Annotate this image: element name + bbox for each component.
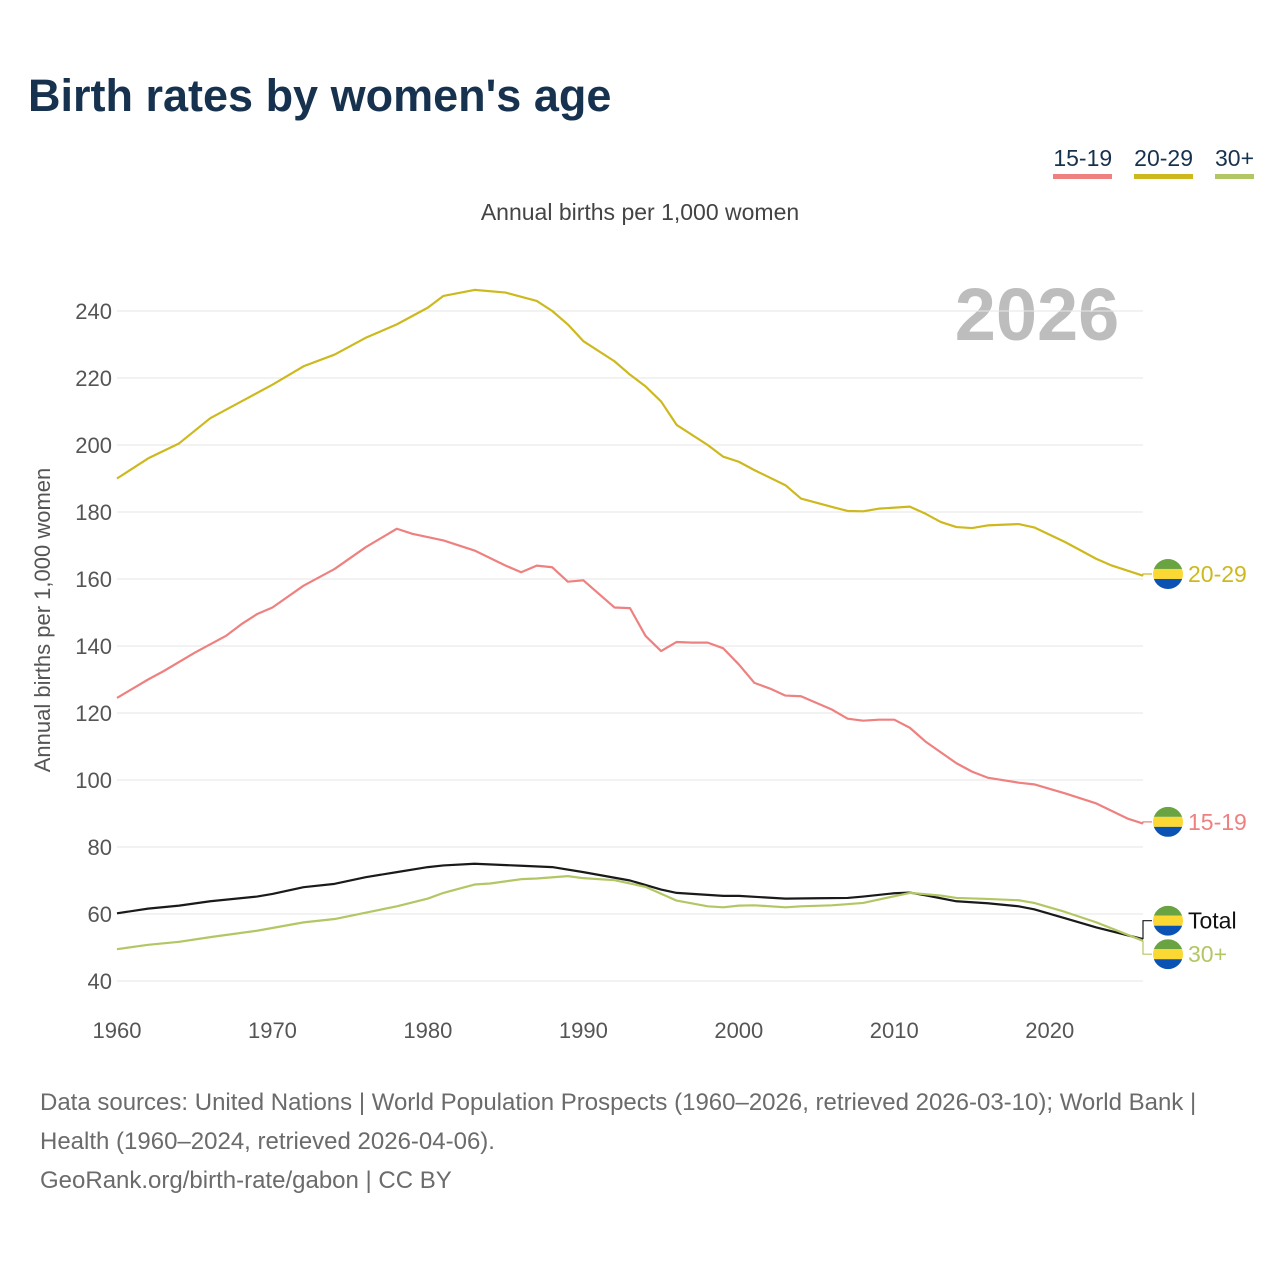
label-connector <box>1142 920 1152 940</box>
x-tick-label: 1980 <box>403 1018 452 1043</box>
y-tick-label: 80 <box>88 835 112 860</box>
y-tick-label: 240 <box>75 299 112 324</box>
label-connector <box>1142 573 1152 576</box>
series-line-Total[interactable] <box>116 862 1144 941</box>
end-label-15-19: 15-19 <box>1188 809 1247 835</box>
x-tick-label: 2020 <box>1025 1018 1074 1043</box>
end-label-20-29: 20-29 <box>1188 561 1247 587</box>
y-tick-label: 220 <box>75 366 112 391</box>
legend-item-20-29[interactable]: 20-29 <box>1134 145 1193 179</box>
legend-item-30plus[interactable]: 30+ <box>1214 145 1254 179</box>
gabon-flag-icon <box>1153 939 1183 970</box>
y-tick-label: 60 <box>88 902 112 927</box>
gabon-flag-icon <box>1153 806 1183 837</box>
data-sources: Data sources: United Nations | World Pop… <box>40 1089 1197 1155</box>
end-label-30+: 30+ <box>1188 941 1227 967</box>
series-line-30+[interactable] <box>116 875 1144 951</box>
x-tick-label: 1960 <box>93 1018 142 1043</box>
y-tick-label: 200 <box>75 433 112 458</box>
label-connector <box>1142 821 1152 824</box>
x-tick-label: 1990 <box>559 1018 608 1043</box>
chart-subtitle: Annual births per 1,000 women <box>481 199 799 225</box>
y-tick-label: 160 <box>75 567 112 592</box>
y-tick-label: 180 <box>75 500 112 525</box>
label-connector <box>1142 940 1152 955</box>
x-tick-label: 2000 <box>714 1018 763 1043</box>
y-tick-label: 140 <box>75 634 112 659</box>
legend: 15-19 20-29 30+ <box>1053 145 1254 179</box>
chart-title: Birth rates by women's age <box>28 70 612 121</box>
y-axis-label: Annual births per 1,000 women <box>30 468 55 773</box>
credit-link[interactable]: GeoRank.org/birth-rate/gabon | CC BY <box>40 1167 452 1194</box>
x-tick-label: 2010 <box>870 1018 919 1043</box>
gabon-flag-icon <box>1153 905 1183 936</box>
legend-item-15-19[interactable]: 15-19 <box>1053 145 1113 179</box>
series-line-15-19[interactable] <box>116 527 1144 825</box>
y-tick-label: 100 <box>75 768 112 793</box>
y-tick-label: 120 <box>75 701 112 726</box>
end-label-Total: Total <box>1188 908 1237 934</box>
x-tick-label: 1970 <box>248 1018 297 1043</box>
series-line-20-29[interactable] <box>116 288 1144 577</box>
footer: Data sources: United Nations | World Pop… <box>40 1083 1240 1200</box>
y-tick-label: 40 <box>88 969 112 994</box>
year-watermark: 2026 <box>955 273 1120 356</box>
gabon-flag-icon <box>1153 558 1183 589</box>
